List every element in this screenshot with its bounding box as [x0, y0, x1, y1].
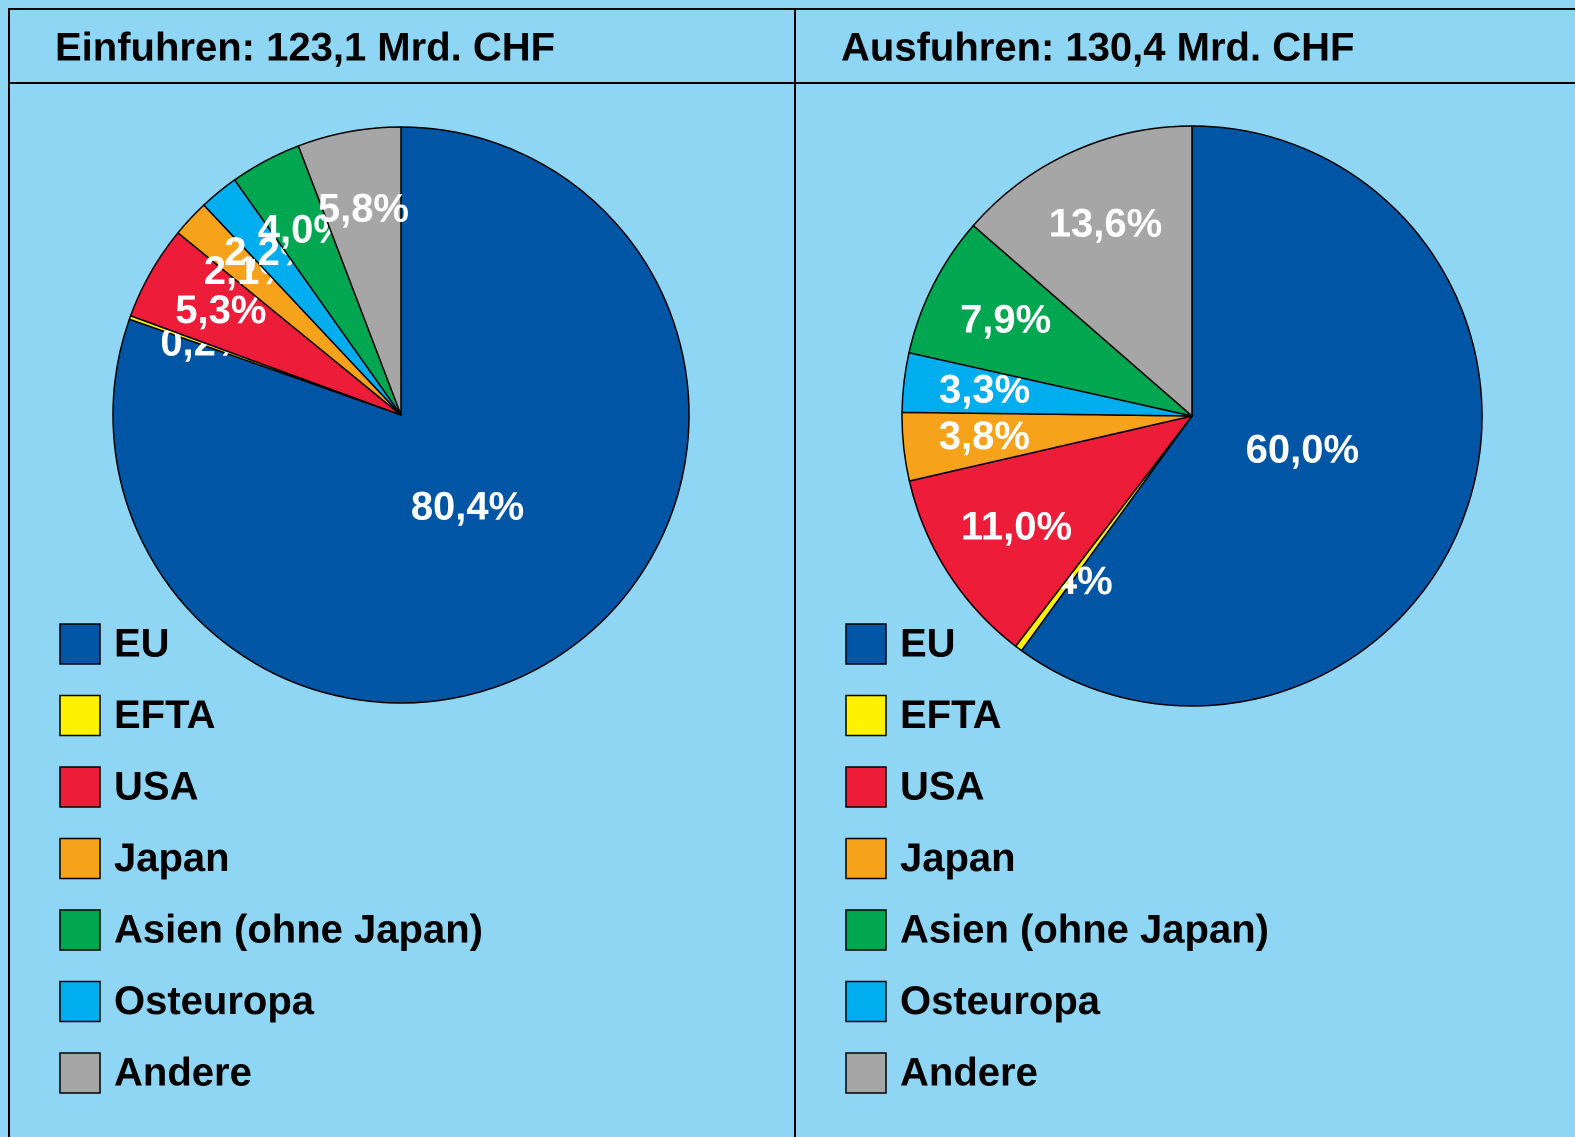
data-label: 7,9% — [960, 297, 1051, 341]
legend-label: USA — [900, 765, 984, 809]
legend-label: Asien (ohne Japan) — [900, 908, 1269, 952]
pie-slice — [908, 224, 1193, 417]
legend-label: Osteuropa — [114, 979, 315, 1023]
legend-swatch — [59, 766, 101, 808]
data-label: 80,4% — [411, 485, 524, 529]
legend-swatch — [59, 980, 101, 1023]
legend-swatch — [59, 694, 101, 737]
legend-swatch — [59, 837, 101, 880]
pie-slice — [972, 125, 1193, 418]
data-label: 5,3% — [175, 288, 266, 332]
legend-swatch — [845, 1052, 887, 1094]
pie-slice — [1020, 125, 1483, 707]
data-label: 11,0% — [961, 505, 1072, 549]
legend-label: USA — [114, 765, 198, 809]
data-label: 5,8% — [318, 187, 409, 231]
data-label: 3,8% — [939, 414, 1030, 458]
legend-swatch — [845, 766, 887, 808]
legend-label: EFTA — [900, 693, 1001, 737]
chart-title: Einfuhren: 123,1 Mrd. CHF — [55, 26, 555, 70]
pie-slice — [908, 414, 1194, 648]
legend-label: EU — [114, 622, 170, 666]
legend-label: Asien (ohne Japan) — [114, 908, 483, 952]
frame — [8, 8, 1575, 1137]
legend-swatch — [59, 1052, 101, 1094]
legend-swatch — [59, 623, 101, 665]
legend-swatch — [845, 980, 887, 1023]
legend-label: EU — [900, 622, 956, 666]
chart-title: Ausfuhren: 130,4 Mrd. CHF — [841, 26, 1354, 70]
legend-swatch — [59, 909, 101, 951]
legend-swatch — [845, 694, 887, 737]
legend-swatch — [845, 623, 887, 665]
legend-label: Andere — [114, 1051, 252, 1095]
pie-slice — [297, 126, 402, 416]
legend-label: EFTA — [114, 693, 215, 737]
legend-label: Japan — [900, 836, 1016, 880]
data-label: 60,0% — [1246, 427, 1359, 471]
legend-label: Japan — [114, 836, 230, 880]
legend-label: Andere — [900, 1051, 1038, 1095]
data-label: 13,6% — [1049, 202, 1162, 246]
legend-swatch — [845, 837, 887, 880]
legend-label: Osteuropa — [900, 979, 1101, 1023]
legend-swatch — [845, 909, 887, 951]
